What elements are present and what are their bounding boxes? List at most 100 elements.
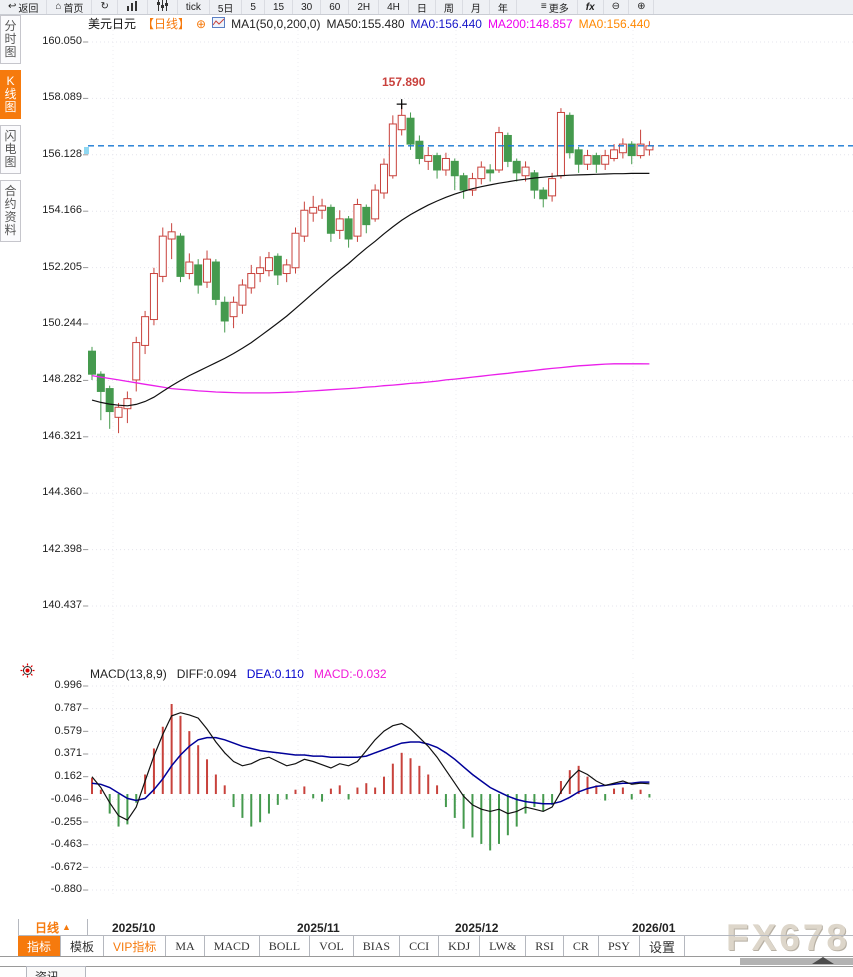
candles-icon: [156, 0, 169, 14]
ma200-value: MA200:148.857: [487, 16, 573, 31]
fx-icon: fx: [585, 1, 595, 13]
tab-psy[interactable]: PSY: [598, 936, 640, 956]
more-button[interactable]: ≡ 更多: [533, 0, 578, 15]
bar-chart-icon: [126, 0, 139, 14]
ma50-value: MA50:155.480: [326, 16, 405, 31]
price-axis-label: 142.398: [42, 543, 82, 555]
tab-kdj[interactable]: KDJ: [439, 936, 481, 956]
price-axis-label: 160.050: [42, 35, 82, 47]
tab-news[interactable]: 资讯: [26, 966, 86, 977]
price-axis-label: 144.360: [42, 486, 82, 498]
macd-axis-label: -0.046: [50, 793, 82, 805]
interval-year[interactable]: 年: [490, 0, 517, 15]
zoom-out-button[interactable]: ⊖: [604, 0, 630, 14]
indicator-settings-icon[interactable]: [20, 663, 35, 683]
interval-week[interactable]: 周: [436, 0, 463, 15]
left-sidebar: 分时图 K线图 闪电图 合约资料: [0, 15, 21, 977]
macd-title: MACD(13,8,9): [90, 666, 167, 681]
zoom-in-button[interactable]: ⊕: [629, 0, 655, 14]
price-axis-label: 140.437: [42, 599, 82, 611]
home-button[interactable]: ⌂ 首页: [47, 0, 93, 15]
add-compare-icon[interactable]: ⊕: [196, 16, 207, 31]
price-axis-label: 154.166: [42, 204, 82, 216]
home-icon: ⌂: [55, 1, 62, 12]
macd-axis-label: 0.371: [54, 747, 82, 759]
tab-boll[interactable]: BOLL: [259, 936, 311, 956]
x-axis-date: 2025/11: [297, 921, 340, 935]
peak-price-annotation: 157.890: [382, 75, 426, 89]
ma0-orange-value: MA0:156.440: [578, 16, 651, 31]
ma0-blue-value: MA0:156.440: [410, 16, 482, 31]
macd-axis-label: 0.787: [54, 702, 82, 714]
tabs-filler: [685, 936, 853, 956]
sidebar-item-kline[interactable]: K线图: [0, 70, 21, 119]
x-axis-date: 2025/10: [112, 921, 156, 935]
top-toolbar: ↩ 返回 ⌂ 首页 ↻ tick 5日 5 15 30 60 2H 4H 日 周 月…: [0, 0, 853, 15]
interval-5d[interactable]: 5日: [210, 0, 243, 15]
interval-4h[interactable]: 4H: [379, 0, 409, 14]
tab-cr[interactable]: CR: [563, 936, 599, 956]
macd-axis-label: 0.996: [54, 679, 82, 691]
macd-axis-label: 0.579: [54, 725, 82, 737]
tab-settings[interactable]: 设置: [639, 936, 685, 956]
tab-macd[interactable]: MACD: [204, 936, 260, 956]
scrollbar-thumb[interactable]: [740, 958, 853, 965]
triangle-up-icon: ▲: [62, 922, 71, 932]
back-icon: ↩: [8, 1, 17, 12]
back-button[interactable]: ↩ 返回: [0, 0, 48, 15]
macd-diff-value: DIFF:0.094: [176, 666, 237, 681]
tab-vol[interactable]: VOL: [310, 936, 354, 956]
refresh-button[interactable]: ↻: [92, 0, 118, 14]
price-axis-label: 152.205: [42, 261, 82, 273]
x-axis-date: 2026/01: [632, 921, 676, 935]
expand-panel-icon[interactable]: [812, 957, 834, 964]
x-axis-date: 2025/12: [455, 921, 499, 935]
macd-macd-value: MACD:-0.032: [313, 666, 387, 681]
zoom-in-icon: ⊕: [637, 1, 646, 12]
price-axis-label: 148.282: [42, 373, 82, 385]
sidebar-item-contract-info[interactable]: 合约资料: [0, 180, 21, 242]
tab-ma[interactable]: MA: [166, 936, 205, 956]
sidebar-item-timeshare[interactable]: 分时图: [0, 15, 21, 64]
price-axis-label: 158.089: [42, 91, 82, 103]
tab-templates[interactable]: 模板: [61, 936, 105, 956]
macd-dea-value: DEA:0.110: [246, 666, 304, 681]
macd-axis-label: -0.880: [50, 883, 82, 895]
tab-rsi[interactable]: RSI: [526, 936, 564, 956]
menu-icon: ≡: [540, 1, 547, 12]
tab-lwr[interactable]: LW&: [480, 936, 527, 956]
tab-vip-indicators[interactable]: VIP指标: [104, 936, 167, 956]
bar-chart-button[interactable]: [118, 0, 148, 14]
tab-bias[interactable]: BIAS: [353, 936, 401, 956]
period-selector[interactable]: 日线 ▲: [18, 919, 88, 935]
price-axis-label: 156.128: [42, 148, 82, 160]
period-tag: 【日线】: [142, 17, 191, 31]
interval-5m[interactable]: 5: [242, 0, 265, 14]
mini-chart-icon: [212, 16, 226, 31]
horizontal-scrollbar[interactable]: [0, 956, 853, 967]
macd-axis-label: -0.463: [50, 838, 82, 850]
fx-indicator-button[interactable]: fx: [578, 0, 604, 14]
zoom-out-icon: ⊖: [611, 1, 621, 12]
price-axis-label: 150.244: [42, 317, 82, 329]
interval-day[interactable]: 日: [409, 0, 436, 15]
sidebar-item-lightning[interactable]: 闪电图: [0, 125, 21, 174]
candle-style-button[interactable]: [148, 0, 178, 14]
indicator-tabs: 指标 模板 VIP指标 MA MACD BOLL VOL BIAS CCI KD…: [18, 935, 853, 957]
tab-cci[interactable]: CCI: [400, 936, 440, 956]
price-line-axis-marker: [84, 147, 89, 154]
interval-60m[interactable]: 60: [321, 0, 350, 14]
price-axis-label: 146.321: [42, 430, 82, 442]
tab-indicators[interactable]: 指标: [18, 936, 62, 956]
symbol-name: 美元日元: [88, 17, 137, 31]
macd-chart[interactable]: [0, 663, 853, 918]
price-chart[interactable]: [0, 14, 853, 663]
interval-30m[interactable]: 30: [293, 0, 322, 14]
interval-month[interactable]: 月: [463, 0, 490, 15]
interval-tick[interactable]: tick: [178, 0, 210, 14]
interval-2h[interactable]: 2H: [349, 0, 380, 14]
interval-15m[interactable]: 15: [265, 0, 294, 14]
macd-axis-label: 0.162: [54, 770, 82, 782]
refresh-icon: ↻: [100, 1, 109, 12]
